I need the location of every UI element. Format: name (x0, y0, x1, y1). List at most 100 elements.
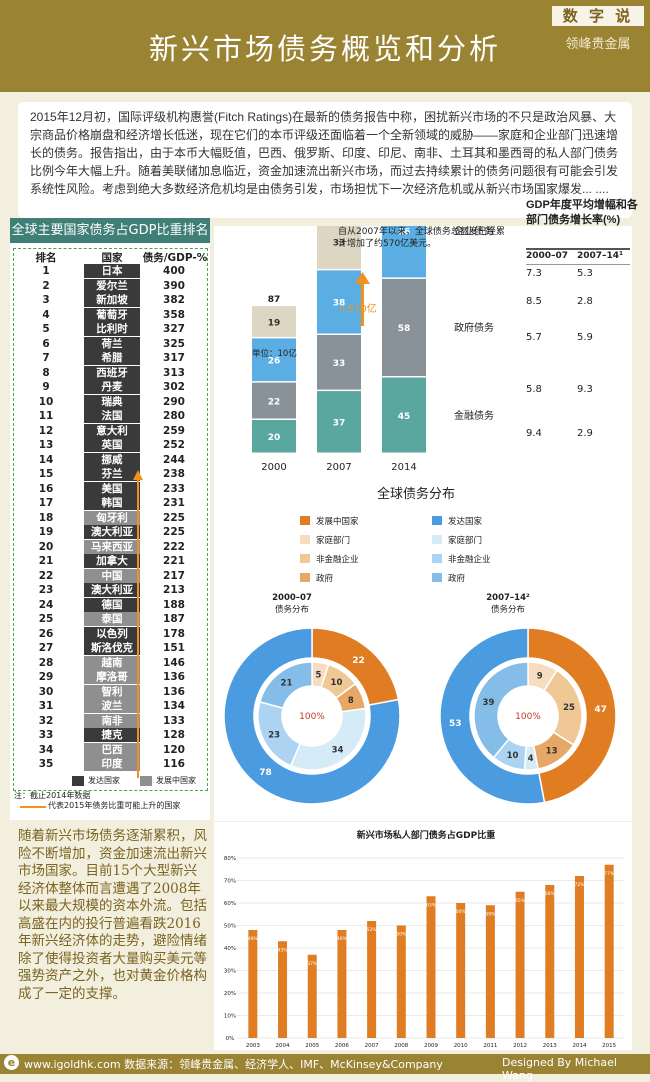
ranking-rank: 12 (38, 424, 54, 437)
ranking-value: 178 (163, 627, 185, 640)
ranking-row: 17 韩国 231 (10, 496, 210, 510)
stack-value-label: 37 (333, 419, 346, 429)
donut-value-label: 13 (546, 747, 558, 757)
stack-value-label: 33 (333, 359, 346, 369)
legend-swatch (432, 516, 442, 525)
growth-table-cell: 2.8 (577, 296, 593, 307)
private-debt-bar (426, 896, 436, 1038)
ranking-row: 15 芬兰 238 (10, 467, 210, 481)
legend-swatch (300, 573, 310, 582)
legend-swatch (300, 554, 310, 563)
donut-value-label: 25 (563, 703, 575, 713)
ranking-country: 澳大利亚 (84, 525, 140, 539)
stack-segment (382, 278, 426, 376)
ranking-value: 222 (163, 540, 185, 553)
ranking-value: 244 (163, 453, 185, 466)
ranking-country: 新加坡 (84, 293, 140, 307)
private-debt-value-label: 37% (307, 961, 318, 967)
ranking-row: 31 波兰 134 (10, 699, 210, 713)
ranking-value: 313 (163, 366, 185, 379)
ranking-row: 3 新加坡 382 (10, 293, 210, 307)
ranking-country: 德国 (84, 597, 140, 612)
ranking-value: 120 (163, 743, 185, 756)
donut-value-label: 9 (537, 672, 543, 682)
ranking-row: 24 德国 188 (10, 597, 210, 612)
ranking-value: 128 (163, 729, 185, 741)
ranking-rank: 34 (38, 743, 54, 756)
ranking-country: 越南 (84, 655, 140, 670)
ranking-rank: 7 (42, 352, 50, 364)
ranking-value: 382 (163, 294, 185, 306)
ranking-value: 134 (163, 700, 185, 712)
ranking-row: 7 希腊 317 (10, 351, 210, 365)
y-tick-label: 60% (224, 901, 236, 907)
y-tick-label: 0% (226, 1036, 235, 1042)
stack-value-label: 20 (268, 433, 281, 443)
ranking-row: 13 英国 252 (10, 438, 210, 452)
ranking-row: 6 荷兰 325 (10, 336, 210, 351)
legend-swatch-developed (72, 776, 84, 786)
footer-bar (0, 1054, 650, 1074)
growth-table-rows: 7.3 5.3 8.5 2.8 5.7 5.9 5.8 9.3 9.4 2.9 (526, 268, 636, 448)
ranking-rank: 25 (38, 613, 54, 625)
stack-value-label: 58 (398, 324, 411, 334)
header-banner (0, 0, 650, 92)
ranking-country: 爱尔兰 (84, 278, 140, 293)
ranking-rank: 3 (42, 294, 50, 306)
donut-value-label: 53 (449, 719, 462, 729)
ranking-row: 14 挪威 244 (10, 452, 210, 467)
ranking-country: 西班牙 (84, 365, 140, 380)
rise-arrow-head (133, 470, 143, 480)
ranking-row: 20 马来西亚 222 (10, 539, 210, 554)
private-debt-value-label: 48% (337, 936, 348, 942)
ranking-row: 1 日本 400 (10, 264, 210, 278)
private-debt-year-label: 2004 (276, 1043, 290, 1049)
site-logo-icon: e (4, 1055, 19, 1070)
stack-annotation: 自从2007年以来，全球债务总额度已经累计增加了约570亿美元。 (338, 226, 505, 249)
ranking-rank: 29 (38, 671, 54, 683)
ranking-value: 231 (163, 497, 185, 509)
series-label: 金融债务 (454, 409, 494, 422)
stack-value-label: 26 (268, 357, 281, 367)
ranking-rank: 18 (38, 511, 54, 524)
stack-segment (382, 226, 426, 278)
ranking-rank: 19 (38, 526, 54, 538)
ranking-country: 挪威 (84, 452, 140, 467)
legend-swatch-emerging (140, 776, 152, 786)
private-debt-bar (485, 905, 495, 1038)
private-debt-year-label: 2008 (394, 1043, 408, 1049)
donut-value-label: 23 (268, 730, 280, 740)
ranking-rank: 22 (38, 569, 54, 582)
stack-segment (252, 338, 296, 382)
private-debt-value-label: 59% (485, 911, 496, 917)
ranking-country: 比利时 (84, 322, 140, 336)
ranking-country: 希腊 (84, 351, 140, 365)
footer-source[interactable]: www.igoldhk.com 数据来源：领峰贵金属、经济学人、IMF、McKi… (24, 1058, 443, 1071)
donut-center (499, 687, 557, 745)
stack-segment (252, 306, 296, 337)
donut-center (283, 687, 341, 745)
growth-table-cell: 5.9 (577, 332, 593, 343)
ranking-row: 34 巴西 120 (10, 742, 210, 757)
growth-table-cell: 8.5 (526, 296, 542, 307)
ranking-rank: 30 (38, 685, 54, 698)
ranking-header-rank: 排名 (35, 252, 57, 264)
donut-value-label: 39 (483, 698, 495, 708)
y-tick-label: 70% (224, 879, 236, 885)
growth-table-cell: 2.9 (577, 428, 593, 439)
growth-table-col2: 2007–14¹ (577, 251, 624, 261)
ranking-row: 19 澳大利亚 225 (10, 525, 210, 539)
ranking-rank: 23 (38, 584, 54, 596)
ranking-value: 238 (163, 468, 185, 480)
ranking-value: 151 (163, 642, 185, 654)
donut-center-label: 100% (299, 712, 325, 722)
legend-label-developed: 发达国家 (88, 776, 120, 785)
ranking-rank: 24 (38, 598, 54, 611)
ranking-value: 233 (163, 482, 185, 495)
ranking-row: 16 美国 233 (10, 481, 210, 496)
ranking-header-country: 国家 (101, 252, 123, 264)
ranking-country: 荷兰 (84, 336, 140, 351)
y-tick-label: 40% (224, 946, 236, 952)
ranking-country: 巴西 (84, 742, 140, 757)
y-tick-label: 10% (224, 1014, 236, 1020)
